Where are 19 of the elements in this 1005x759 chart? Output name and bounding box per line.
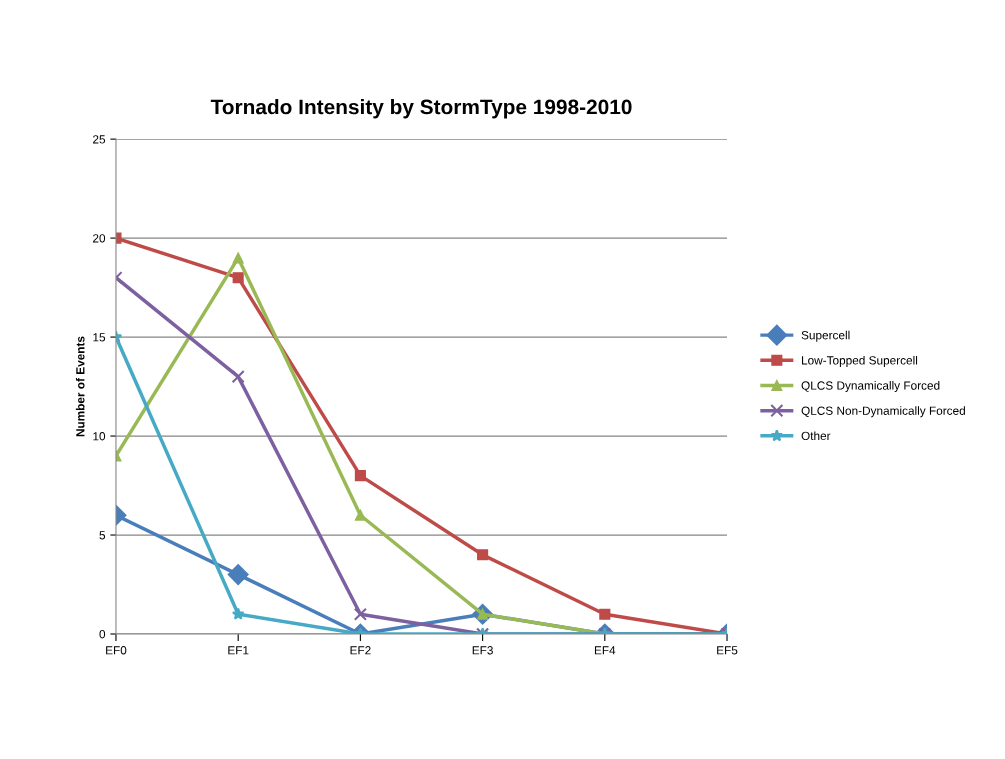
x-tick-label: EF3: [472, 646, 493, 655]
legend-label: Supercell: [801, 330, 850, 342]
y-tick-label: 5: [99, 531, 106, 540]
legend-label: Other: [801, 431, 831, 441]
y-axis-title: Number of Events: [75, 336, 85, 437]
y-tick-label: 10: [93, 432, 106, 441]
x-tick-label: EF1: [228, 646, 249, 655]
y-tick-label: 0: [99, 630, 106, 639]
legend-label: QLCS Non-Dynamically Forced: [801, 406, 965, 418]
chart-title: Tornado Intensity by StormType 1998-2010: [210, 99, 632, 119]
x-tick-label: EF2: [350, 646, 371, 655]
y-tick-label: 15: [93, 333, 106, 342]
y-tick-label: 25: [93, 135, 106, 144]
legend-label: Low-Topped Supercell: [802, 355, 918, 367]
legend-label: QLCS Dynamically Forced: [801, 381, 940, 393]
x-tick-label: EF4: [594, 646, 616, 655]
x-tick-label: EF5: [717, 646, 738, 655]
x-tick-label: EF0: [106, 646, 127, 655]
y-tick-label: 20: [93, 234, 106, 243]
